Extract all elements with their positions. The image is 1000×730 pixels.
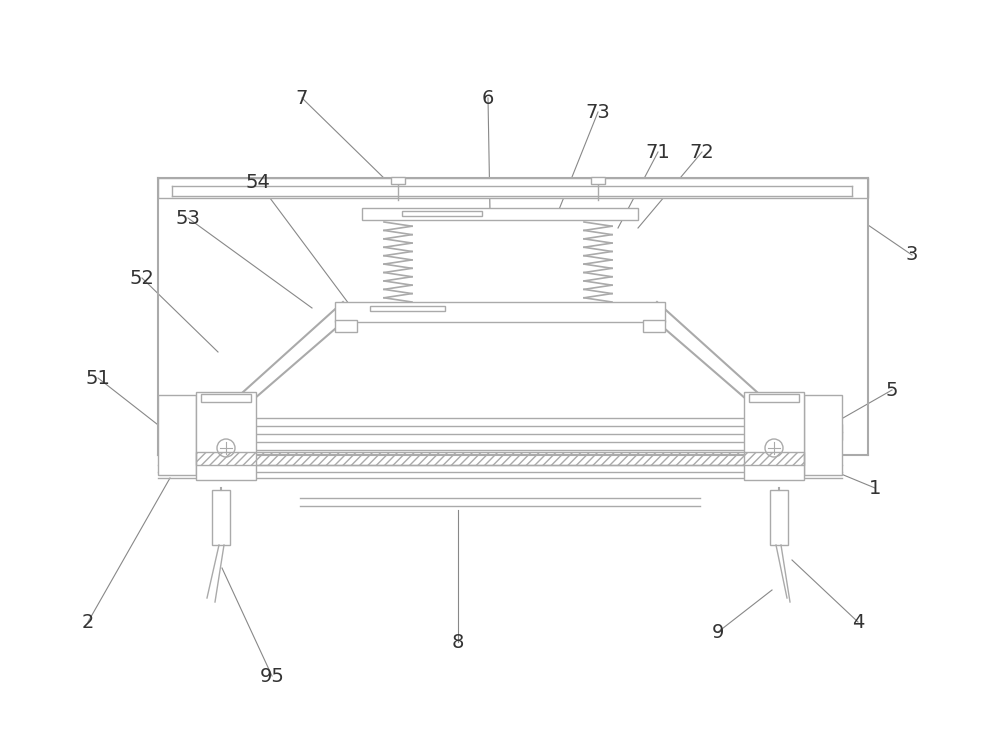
Text: 1: 1: [869, 478, 881, 498]
Text: 52: 52: [130, 269, 154, 288]
Text: 9: 9: [712, 623, 724, 642]
Text: 95: 95: [260, 666, 284, 685]
Bar: [804, 395, 842, 475]
Bar: [196, 392, 256, 480]
Bar: [804, 424, 842, 440]
Text: 72: 72: [690, 142, 714, 161]
Text: 73: 73: [586, 102, 610, 121]
Bar: [591, 177, 605, 184]
Bar: [370, 306, 445, 311]
Bar: [196, 452, 804, 465]
Bar: [391, 177, 405, 184]
Bar: [158, 178, 868, 198]
Bar: [643, 320, 665, 332]
Text: 6: 6: [482, 88, 494, 107]
Text: 71: 71: [646, 142, 670, 161]
Bar: [749, 394, 799, 402]
Bar: [362, 208, 638, 220]
Text: 2: 2: [82, 612, 94, 631]
Bar: [744, 392, 804, 480]
Bar: [201, 394, 251, 402]
Text: 5: 5: [886, 380, 898, 399]
Bar: [212, 490, 230, 545]
Bar: [402, 211, 482, 216]
Text: 8: 8: [452, 632, 464, 651]
Text: 3: 3: [906, 245, 918, 264]
Bar: [770, 490, 788, 545]
Text: 53: 53: [176, 209, 200, 228]
Bar: [158, 424, 196, 440]
Bar: [158, 395, 196, 475]
Bar: [335, 320, 357, 332]
Text: 51: 51: [86, 369, 110, 388]
Text: 4: 4: [852, 612, 864, 631]
Text: 7: 7: [296, 88, 308, 107]
Bar: [335, 302, 665, 322]
Text: 54: 54: [246, 172, 270, 191]
